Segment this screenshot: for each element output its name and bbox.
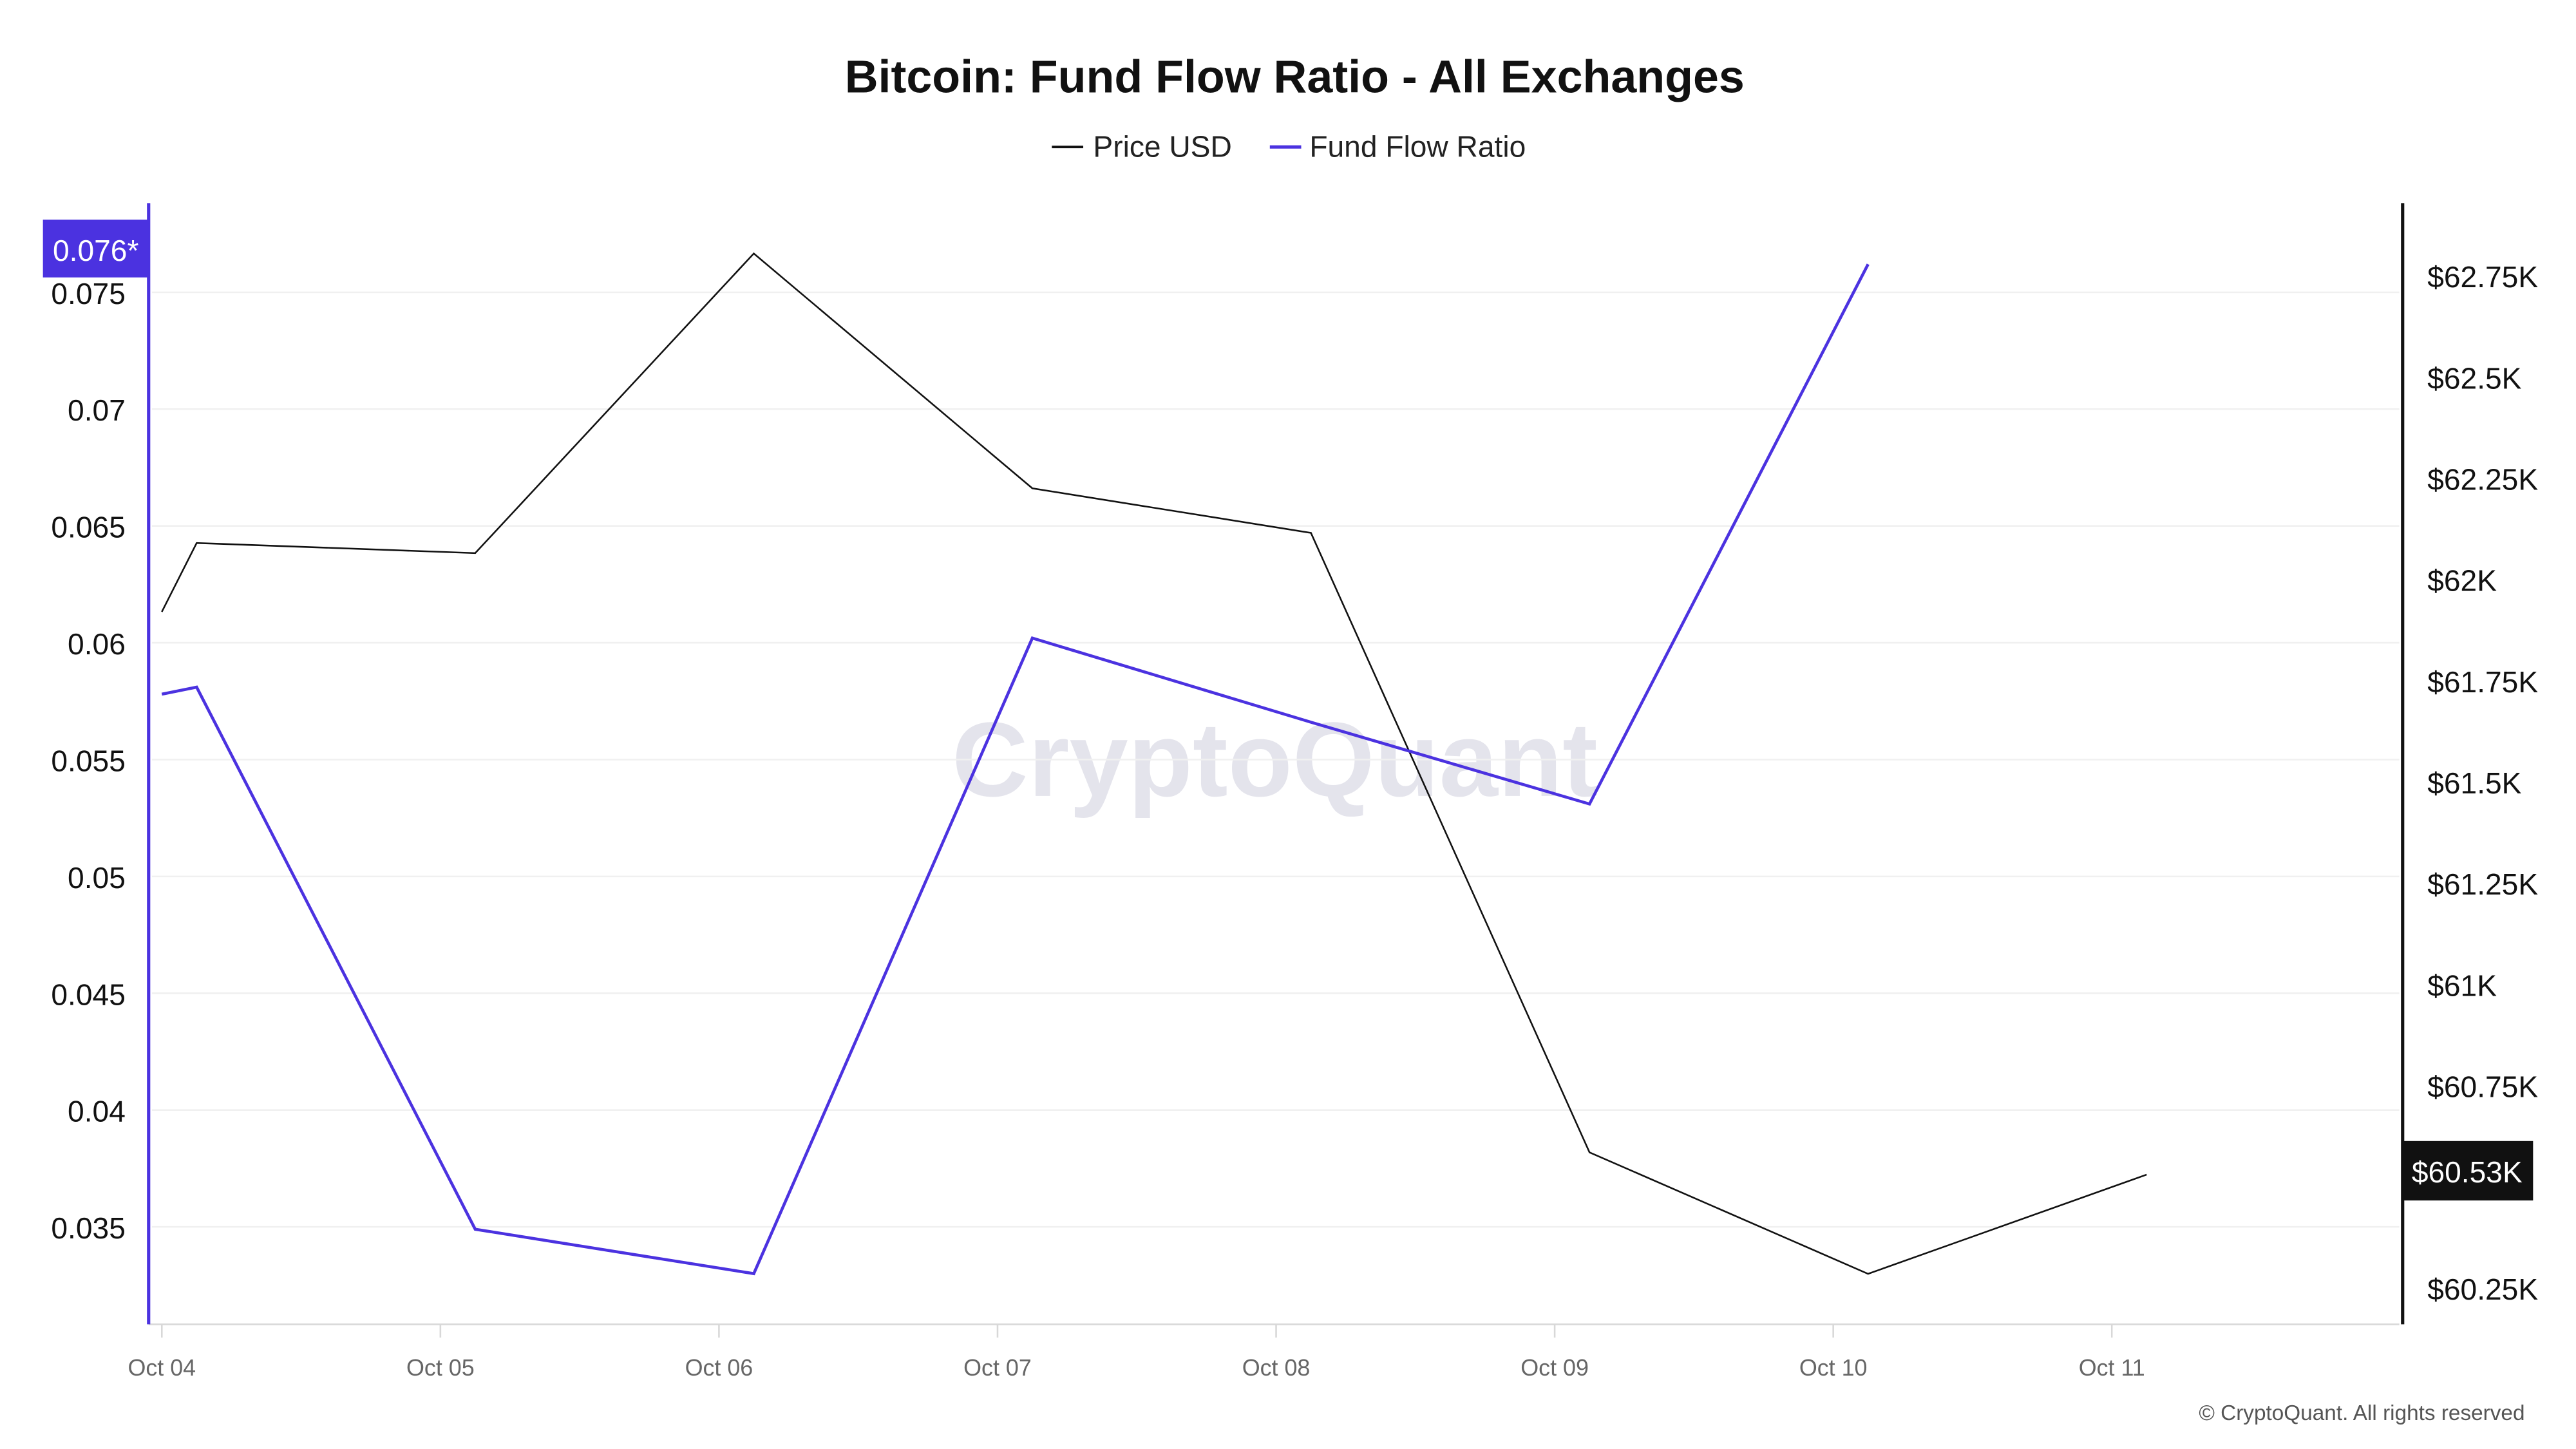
x-tick-label: Oct 05 (406, 1355, 475, 1381)
right-current-badge: $60.53K (2402, 1141, 2533, 1201)
right-tick-label: $60.75K (2427, 1070, 2538, 1104)
series-line-price-usd (161, 252, 2147, 1275)
left-axis-ticks: 0.075 0.07 0.065 0.06 0.055 0.05 0.045 0.04 0.03… (51, 277, 125, 1245)
right-axis-ticks: $62.75K $62.5K $62.25K $62K $61.75K $61.5K $61… (2427, 260, 2538, 1306)
left-tick-label: 0.045 (51, 978, 125, 1011)
right-current-value: $60.53K (2412, 1155, 2523, 1189)
gridlines (151, 291, 2400, 1228)
right-tick-label: $60.25K (2427, 1273, 2538, 1306)
x-tick-label: Oct 08 (1242, 1355, 1311, 1381)
legend-label-ffr[interactable]: Fund Flow Ratio (1309, 130, 1526, 164)
right-tick-label: $61K (2427, 969, 2497, 1002)
legend-label-price[interactable]: Price USD (1093, 130, 1231, 164)
left-tick-label: 0.04 (68, 1095, 126, 1128)
legend: Price USD Fund Flow Ratio (1052, 130, 1526, 164)
right-tick-label: $62K (2427, 564, 2497, 598)
x-axis-ticks: Oct 04 Oct 05 Oct 06 Oct 07 Oct 08 Oct 09 Oct … (128, 1324, 2145, 1381)
left-tick-label: 0.07 (68, 393, 126, 427)
left-current-badge: 0.076* (43, 220, 149, 278)
left-tick-label: 0.075 (51, 277, 125, 310)
left-tick-label: 0.055 (51, 744, 125, 777)
right-tick-label: $61.25K (2427, 867, 2538, 901)
series-line-fund-flow-ratio (161, 263, 1870, 1276)
right-tick-label: $62.25K (2427, 463, 2538, 497)
x-tick-label: Oct 04 (128, 1355, 196, 1381)
right-tick-label: $61.5K (2427, 766, 2521, 800)
x-tick-label: Oct 09 (1520, 1355, 1589, 1381)
right-tick-label: $62.5K (2427, 361, 2521, 395)
x-tick-label: Oct 11 (2079, 1355, 2145, 1381)
right-tick-label: $62.75K (2427, 260, 2538, 294)
left-tick-label: 0.065 (51, 511, 125, 544)
x-tick-label: Oct 06 (685, 1355, 753, 1381)
left-tick-label: 0.06 (68, 627, 126, 661)
right-tick-label: $61.75K (2427, 665, 2538, 699)
left-tick-label: 0.035 (51, 1211, 125, 1245)
x-tick-label: Oct 10 (1799, 1355, 1868, 1381)
left-current-value: 0.076* (53, 234, 138, 267)
copyright-footer: © CryptoQuant. All rights reserved (2199, 1401, 2524, 1425)
left-tick-label: 0.05 (68, 861, 126, 895)
chart-title: Bitcoin: Fund Flow Ratio - All Exchanges (845, 52, 1745, 103)
x-tick-label: Oct 07 (963, 1355, 1032, 1381)
